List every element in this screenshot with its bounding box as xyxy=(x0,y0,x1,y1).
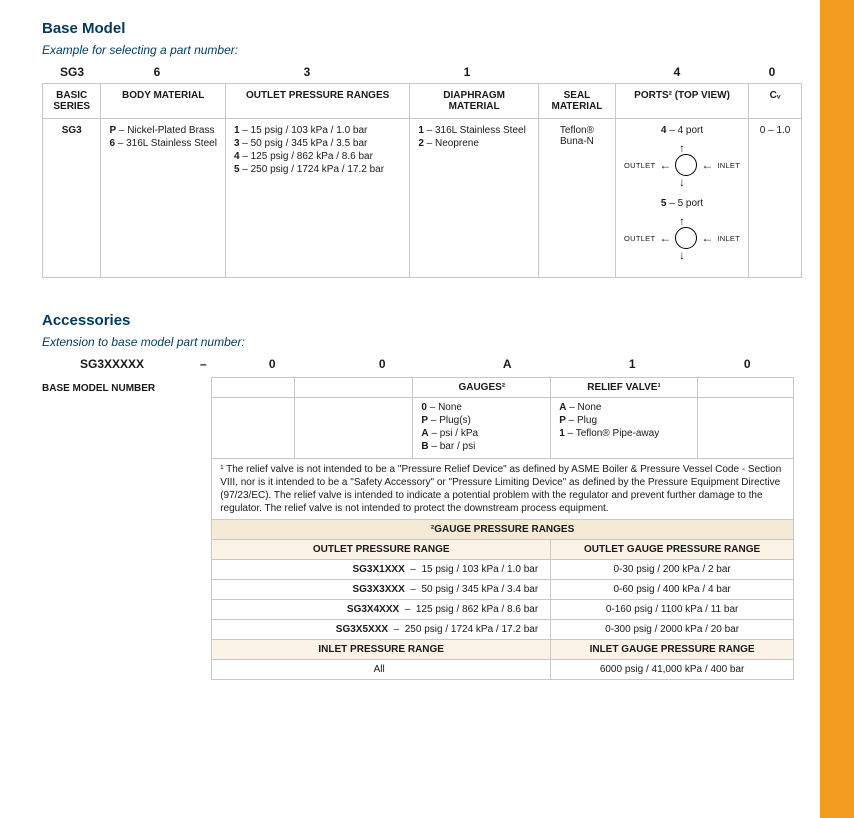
table-row: All 6000 psig / 41,000 kPa / 400 bar xyxy=(212,660,794,680)
cell-blank xyxy=(697,398,793,459)
port-5-diagram: ↑ OUTLET ← ← INLET ↓ xyxy=(624,215,740,261)
cell-relief: A – None P – Plug 1 – Teflon® Pipe-away xyxy=(551,398,698,459)
selector-cell: 4 xyxy=(612,65,742,79)
th-cv: Cᵥ xyxy=(749,84,802,119)
cell-ports: 4 – 4 port ↑ OUTLET ← ← INLET ↓ 5 – 5 po… xyxy=(615,119,748,278)
selector-cell: 1 xyxy=(402,65,532,79)
base-model-subtitle: Example for selecting a part number: xyxy=(42,43,794,57)
base-model-heading: Base Model xyxy=(42,20,794,37)
selector-cell: 0 xyxy=(225,357,320,371)
table-row: SG3X5XXX – 250 psig / 1724 kPa / 17.2 ba… xyxy=(212,620,794,640)
selector-cell: 1 xyxy=(570,357,695,371)
table-row: SG3X3XXX – 50 psig / 345 kPa / 3.4 bar 0… xyxy=(212,580,794,600)
cell-basic-series: SG3 xyxy=(43,119,101,278)
page: Base Model Example for selecting a part … xyxy=(0,0,854,818)
accessories-selector-row: SG3XXXXX – 0 0 A 1 0 xyxy=(42,357,802,371)
selector-cell: 0 xyxy=(742,65,802,79)
cell-gauges: 0 – None P – Plug(s) A – psi / kPa B – b… xyxy=(413,398,551,459)
orange-side-tab xyxy=(820,0,854,818)
arrow-left-icon: ← xyxy=(659,159,671,171)
accessories-subtitle: Extension to base model part number: xyxy=(42,335,794,349)
th-basic-series: BASIC SERIES xyxy=(43,84,101,119)
selector-cell: 0 xyxy=(695,357,800,371)
base-model-number-label: BASE MODEL NUMBER xyxy=(42,377,211,394)
table-row: SG3X4XXX – 125 psig / 862 kPa / 8.6 bar … xyxy=(212,600,794,620)
th-body-material: BODY MATERIAL xyxy=(101,84,226,119)
selector-cell: 6 xyxy=(102,65,212,79)
th-ports: PORTS² (TOP VIEW) xyxy=(615,84,748,119)
arrow-down-icon: ↓ xyxy=(679,176,685,188)
inlet-gauge-header: INLET GAUGE PRESSURE RANGE xyxy=(551,640,794,660)
cell-seal: Teflon® Buna-N xyxy=(538,119,615,278)
base-model-selector-row: SG3 6 3 1 4 0 xyxy=(42,65,802,83)
selector-cell: 0 xyxy=(320,357,445,371)
inlet-range-header: INLET PRESSURE RANGE xyxy=(212,640,551,660)
cell-blank xyxy=(294,398,413,459)
th-outlet-pressure: OUTLET PRESSURE RANGES xyxy=(225,84,409,119)
arrow-left-icon: ← xyxy=(701,232,713,244)
arrow-up-icon: ↑ xyxy=(679,215,685,227)
th-seal: SEAL MATERIAL xyxy=(538,84,615,119)
outlet-range-header: OUTLET PRESSURE RANGE xyxy=(212,540,551,560)
arrow-left-icon: ← xyxy=(659,232,671,244)
cell-body-material: P – Nickel-Plated Brass 6 – 316L Stainle… xyxy=(101,119,226,278)
selector-cell: SG3 xyxy=(42,65,102,79)
selector-cell: A xyxy=(445,357,570,371)
arrow-up-icon: ↑ xyxy=(679,142,685,154)
accessories-table: GAUGES² RELIEF VALVE¹ 0 – None P – Plug(… xyxy=(211,377,794,680)
table-row: SG3X1XXX – 15 psig / 103 kPa / 1.0 bar 0… xyxy=(212,560,794,580)
th-diaphragm: DIAPHRAGM MATERIAL xyxy=(410,84,539,119)
selector-cell: 3 xyxy=(212,65,402,79)
inlet-label: INLET xyxy=(717,161,740,170)
cell-diaphragm: 1 – 316L Stainless Steel 2 – Neoprene xyxy=(410,119,539,278)
arrow-down-icon: ↓ xyxy=(679,249,685,261)
th-gauges: GAUGES² xyxy=(413,378,551,398)
th-relief: RELIEF VALVE¹ xyxy=(551,378,698,398)
outlet-label: OUTLET xyxy=(624,161,655,170)
port-4-diagram: ↑ OUTLET ← ← INLET ↓ xyxy=(624,142,740,188)
th-blank xyxy=(697,378,793,398)
cell-outlet-pressure: 1 – 15 psig / 103 kPa / 1.0 bar 3 – 50 p… xyxy=(225,119,409,278)
accessories-heading: Accessories xyxy=(42,312,794,329)
outlet-label: OUTLET xyxy=(624,234,655,243)
cell-cv: 0 – 1.0 xyxy=(749,119,802,278)
gauge-ranges-title: ²GAUGE PRESSURE RANGES xyxy=(212,520,794,540)
selector-prefix: SG3XXXXX xyxy=(42,357,182,371)
arrow-left-icon: ← xyxy=(701,159,713,171)
th-blank xyxy=(212,378,295,398)
port-circle-icon xyxy=(675,227,697,249)
cell-blank xyxy=(212,398,295,459)
inlet-label: INLET xyxy=(717,234,740,243)
selector-dash: – xyxy=(182,357,225,371)
selector-cell xyxy=(532,65,612,79)
base-model-table: BASIC SERIES BODY MATERIAL OUTLET PRESSU… xyxy=(42,83,802,278)
accessories-block: BASE MODEL NUMBER GAUGES² RELIEF VALVE¹ … xyxy=(42,377,794,680)
port-circle-icon xyxy=(675,154,697,176)
th-blank xyxy=(294,378,413,398)
outlet-gauge-header: OUTLET GAUGE PRESSURE RANGE xyxy=(551,540,794,560)
footnote: ¹ The relief valve is not intended to be… xyxy=(212,459,794,520)
